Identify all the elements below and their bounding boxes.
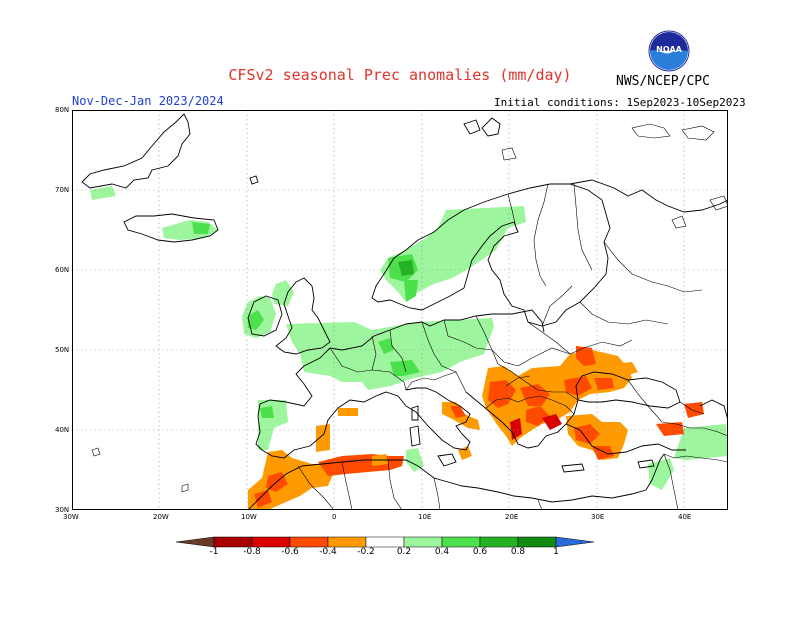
noaa-logo: NOAA [648,30,690,76]
svalbard-coast [481,117,501,137]
coastlines [81,113,728,510]
lat-label-60n: 60N [55,266,70,274]
lon-label-20e: 20E [505,513,519,521]
lon-label-20w: 20W [153,513,169,521]
colorbar-label: 0.2 [396,547,412,557]
lat-label-50n: 50N [55,346,70,354]
iceland-coast [123,213,219,243]
lat-label-40n: 40N [55,426,70,434]
ireland-coast [247,295,283,337]
corsica-coast [411,405,419,421]
russia-north-coast [569,179,728,213]
crete-coast [561,463,585,473]
jan-mayen-coast [249,175,259,185]
colorbar-segment [327,536,367,548]
sardinia-coast [409,425,421,447]
colorbar-label: -0.8 [243,547,261,557]
colorbar-segment [403,536,443,548]
colorbar-segment [517,536,557,548]
colorbar-label: -0.2 [357,547,375,557]
noaa-logo-text: NOAA [656,45,682,54]
lon-label-10w: 10W [241,513,257,521]
colorbar-segment [479,536,519,548]
agency-caption: NWS/NCEP/CPC [616,74,710,89]
period-label: Nov-Dec-Jan 2023/2024 [72,94,224,108]
levant-coast [645,453,665,491]
lon-label-10e: 10E [418,513,432,521]
france-iberia-coast [255,347,407,459]
colorbar-segment [213,536,253,548]
colorbar-label: 0.6 [472,547,488,557]
lat-label-80n: 80N [55,106,70,114]
colorbar-arrow-low [176,536,215,548]
colorbar-label: 1 [553,547,559,557]
borders [297,183,728,510]
greenland-east-coast [81,113,191,189]
turkey-coast [565,423,686,455]
colorbar-segment [365,536,405,548]
colorbar-label: 0.4 [434,547,450,557]
graticule [72,110,728,510]
lon-label-30w: 30W [63,513,79,521]
map-frame [72,110,728,510]
sicily-coast [437,453,457,467]
lon-label-30e: 30E [591,513,605,521]
colorbar-label: -0.6 [281,547,299,557]
lat-label-70n: 70N [55,186,70,194]
precipitation-anomaly-map [72,110,728,510]
black-sea-coast [575,371,681,409]
colorbar-label: -1 [209,547,219,557]
colorbar-segment [441,536,481,548]
colorbar-segment [251,536,291,548]
chart-title: CFSv2 seasonal Prec anomalies (mm/day) [228,66,572,84]
colorbar-label: -0.4 [319,547,337,557]
lat-label-30n: 30N [55,506,70,514]
british-isles-coast [275,277,331,355]
colorbar-segment [289,536,329,548]
italy-coast [405,387,471,451]
positive-anomaly-layer [90,186,728,490]
continent-west-coast [329,309,545,351]
negative-anomaly-layer [248,346,704,510]
arctic-islands [91,123,728,493]
lon-label-0: 0 [332,513,337,521]
initial-conditions-label: Initial conditions: 1Sep2023-10Sep2023 [494,96,746,109]
svalbard-coast-2 [463,119,481,135]
colorbar [176,536,595,548]
caspian-coast [699,399,728,421]
colorbar-label: 0.8 [510,547,526,557]
map-background [72,110,728,510]
colorbar-arrow-high [555,536,595,548]
cyprus-coast [637,459,655,469]
lon-label-40e: 40E [678,513,692,521]
